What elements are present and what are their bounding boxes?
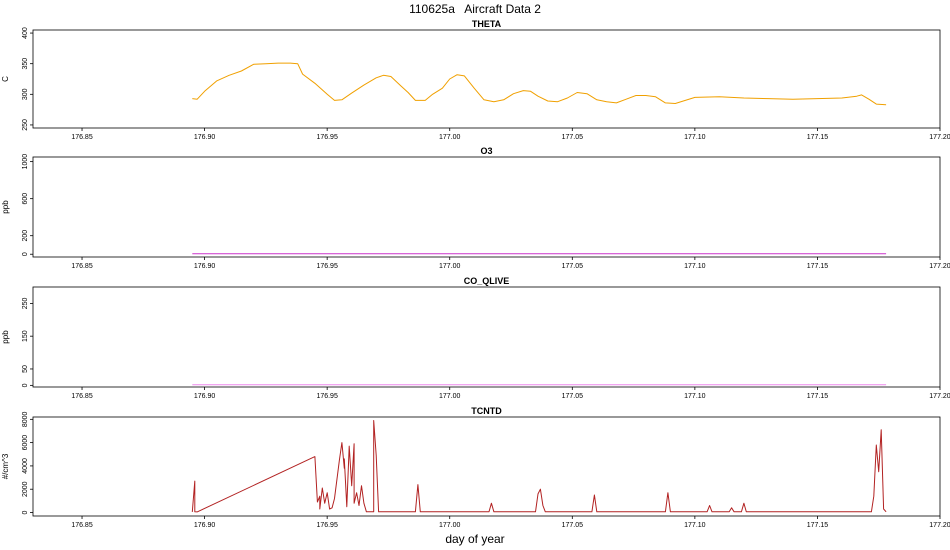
y-tick-label-tcntd: 0 — [22, 510, 29, 514]
y-tick-label-o3: 600 — [22, 193, 29, 205]
x-tick-label-theta: 176.85 — [71, 134, 93, 141]
y-tick-label-theta: 300 — [22, 88, 29, 100]
x-tick-label-co-qlive: 177.05 — [562, 393, 584, 400]
x-tick-label-tcntd: 176.90 — [194, 522, 216, 529]
panel-title-theta: THETA — [472, 19, 502, 29]
panel-frame-theta — [32, 29, 941, 129]
y-tick-label-tcntd: 2000 — [22, 481, 29, 497]
panel-title-co-qlive: CO_QLIVE — [464, 276, 510, 286]
x-tick-label-co-qlive: 177.00 — [439, 393, 461, 400]
y-tick-label-o3: 200 — [22, 230, 29, 242]
page-title: 110625a Aircraft Data 2 — [409, 2, 541, 16]
x-tick-label-tcntd: 177.20 — [929, 522, 950, 529]
x-tick-label-tcntd: 176.85 — [71, 522, 93, 529]
panel-frame-tcntd — [32, 416, 941, 517]
y-tick-label-theta: 250 — [22, 119, 29, 131]
x-tick-label-theta: 177.00 — [439, 134, 461, 141]
x-tick-label-tcntd: 177.15 — [807, 522, 829, 529]
y-tick-label-tcntd: 8000 — [22, 411, 29, 427]
x-tick-label-theta: 177.20 — [929, 134, 950, 141]
x-tick-label-o3: 177.05 — [562, 263, 584, 270]
panel-title-o3: O3 — [480, 146, 492, 156]
x-tick-label-co-qlive: 177.15 — [807, 393, 829, 400]
x-tick-label-theta: 177.05 — [562, 134, 584, 141]
x-tick-label-tcntd: 177.05 — [562, 522, 584, 529]
y-axis-label-co-qlive: ppb — [1, 330, 10, 344]
x-tick-label-theta: 177.15 — [807, 134, 829, 141]
y-tick-label-co-qlive: 50 — [22, 365, 29, 373]
x-tick-label-co-qlive: 177.20 — [929, 393, 950, 400]
x-tick-label-co-qlive: 176.85 — [71, 393, 93, 400]
x-tick-label-o3: 177.20 — [929, 263, 950, 270]
x-tick-label-o3: 176.90 — [194, 263, 216, 270]
x-tick-label-o3: 177.10 — [684, 263, 706, 270]
x-axis-label: day of year — [445, 532, 505, 546]
y-tick-label-theta: 350 — [22, 58, 29, 70]
y-tick-label-tcntd: 6000 — [22, 435, 29, 451]
panel-title-tcntd: TCNTD — [471, 406, 502, 416]
x-tick-label-theta: 177.10 — [684, 134, 706, 141]
x-tick-label-co-qlive: 177.10 — [684, 393, 706, 400]
x-tick-label-theta: 176.90 — [194, 134, 216, 141]
y-tick-label-tcntd: 4000 — [22, 458, 29, 474]
x-tick-label-tcntd: 177.00 — [439, 522, 461, 529]
series-line-tcntd — [191, 420, 887, 513]
y-axis-label-o3: ppb — [1, 200, 10, 214]
x-tick-label-theta: 176.95 — [316, 134, 338, 141]
y-tick-label-co-qlive: 150 — [22, 330, 29, 342]
y-tick-label-theta: 400 — [22, 27, 29, 39]
y-axis-label-theta: C — [1, 76, 10, 82]
x-tick-label-co-qlive: 176.90 — [194, 393, 216, 400]
x-tick-label-o3: 176.95 — [316, 263, 338, 270]
series-line-theta — [192, 62, 887, 106]
y-tick-label-co-qlive: 250 — [22, 297, 29, 309]
y-tick-label-o3: 1000 — [22, 154, 29, 170]
panel-frame-o3 — [32, 156, 941, 258]
x-tick-label-o3: 177.00 — [439, 263, 461, 270]
panel-frame-co-qlive — [32, 286, 941, 388]
y-tick-label-co-qlive: 0 — [22, 383, 29, 387]
x-tick-label-tcntd: 177.10 — [684, 522, 706, 529]
y-tick-label-o3: 0 — [22, 252, 29, 256]
x-tick-label-co-qlive: 176.95 — [316, 393, 338, 400]
x-tick-label-o3: 177.15 — [807, 263, 829, 270]
x-tick-label-o3: 176.85 — [71, 263, 93, 270]
x-tick-label-tcntd: 176.95 — [316, 522, 338, 529]
y-axis-label-tcntd: #/cm^3 — [1, 453, 10, 479]
